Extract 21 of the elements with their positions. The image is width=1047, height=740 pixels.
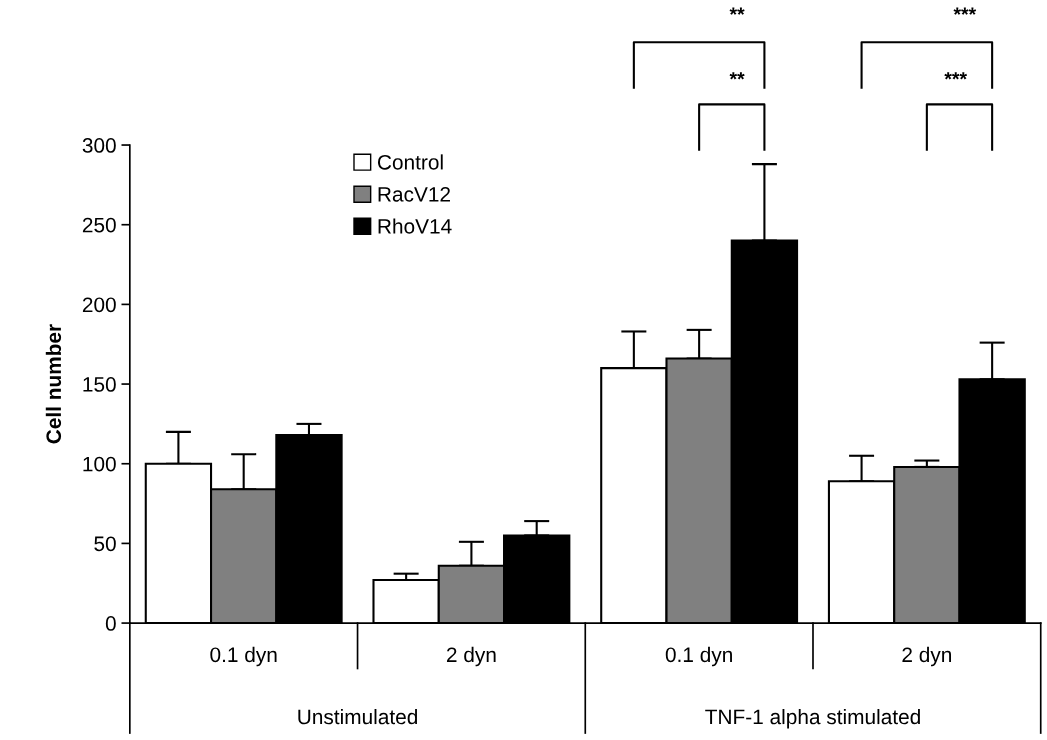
y-tick-label: 300	[82, 138, 116, 153]
text: **	[729, 72, 745, 80]
y-tick-label: 250	[82, 217, 116, 233]
text: ***	[944, 72, 968, 80]
text: **	[729, 7, 745, 15]
y-tick-label: 50	[94, 536, 116, 552]
legend-label: RhoV14	[378, 218, 452, 234]
text: ***	[953, 7, 977, 15]
text: Unstimulated	[298, 708, 417, 725]
y-tick-label: 150	[83, 377, 116, 392]
y-tick-label: 100	[83, 456, 116, 472]
y-tick-label: 200	[82, 297, 116, 313]
y-axis-title: Cell number	[45, 324, 62, 444]
y-tick-label: 0	[105, 616, 116, 631]
legend-label: Control	[377, 154, 443, 170]
x-tick-label: 0.1 dyn	[210, 646, 277, 667]
x-tick-label: 0.1 dyn	[665, 646, 732, 667]
x-tick-label: 2 dyn	[446, 646, 496, 667]
text: TNF-1 alpha stimulated	[705, 708, 920, 729]
legend-label: RacV12	[378, 186, 450, 202]
x-tick-label: 2 dyn	[902, 646, 951, 667]
